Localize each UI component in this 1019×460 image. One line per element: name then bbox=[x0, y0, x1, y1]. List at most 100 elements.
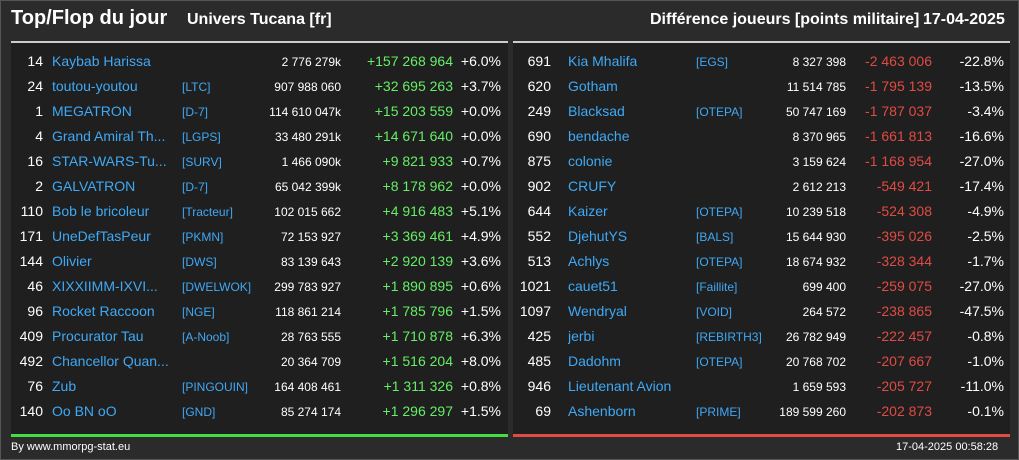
player-rank: 171 bbox=[19, 228, 43, 244]
alliance-tag-link[interactable]: [REBIRTH3] bbox=[696, 330, 762, 344]
player-name-link[interactable]: Wendryal bbox=[568, 303, 627, 319]
points-difference: +1 785 796 bbox=[382, 303, 453, 319]
player-name-link[interactable]: toutou-youtou bbox=[52, 78, 138, 94]
player-points: 189 599 260 bbox=[779, 405, 846, 419]
top-row: 76 Zub [PINGOUIN] 164 408 461 +1 311 326 +0.8… bbox=[11, 374, 508, 399]
player-name-link[interactable]: MEGATRON bbox=[52, 103, 132, 119]
player-name-link[interactable]: UneDefTasPeur bbox=[52, 228, 151, 244]
top-row: 2 GALVATRON [D-7] 65 042 399k +8 178 962 +0.0… bbox=[11, 174, 508, 199]
points-difference: +9 821 933 bbox=[382, 153, 453, 169]
flop-row: 644 Kaizer [OTEPA] 10 239 518 -524 308 -4.9% bbox=[513, 199, 1010, 224]
percent-change: +0.0% bbox=[460, 178, 501, 194]
player-name-link[interactable]: XIXXIIMM-IXVI... bbox=[52, 278, 158, 294]
alliance-tag-link[interactable]: [D-7] bbox=[182, 105, 209, 119]
player-points: 11 514 785 bbox=[786, 80, 846, 94]
alliance-tag-link[interactable]: [OTEPA] bbox=[696, 205, 743, 219]
player-rank: 144 bbox=[19, 253, 43, 269]
player-points: 114 610 047k bbox=[269, 105, 341, 119]
alliance-tag-link[interactable]: [Faillite] bbox=[696, 280, 738, 294]
flop-row: 902 CRUFY 2 612 213 -549 421 -17.4% bbox=[513, 174, 1010, 199]
flop-row: 425 jerbi [REBIRTH3] 26 782 949 -222 457 -0.8… bbox=[513, 324, 1010, 349]
alliance-tag-link[interactable]: [DWS] bbox=[182, 255, 217, 269]
player-name-link[interactable]: jerbi bbox=[568, 328, 595, 344]
player-name-link[interactable]: Oo BN oO bbox=[52, 403, 117, 419]
alliance-tag-link[interactable]: [OTEPA] bbox=[696, 105, 743, 119]
stat-description: Différence joueurs [points militaire] bbox=[650, 11, 920, 28]
player-name-link[interactable]: Procurator Tau bbox=[52, 328, 144, 344]
flop-row: 552 DjehutYS [BALS] 15 644 930 -395 026 -2.5% bbox=[513, 224, 1010, 249]
alliance-tag-link[interactable]: [VOID] bbox=[696, 305, 733, 319]
player-name-link[interactable]: Blacksad bbox=[568, 103, 625, 119]
alliance-tag-link[interactable]: [LTC] bbox=[182, 80, 211, 94]
player-name-link[interactable]: Lieutenant Avion bbox=[568, 378, 672, 394]
player-name-link[interactable]: bendache bbox=[568, 128, 630, 144]
player-name-link[interactable]: Chancellor Quan... bbox=[52, 353, 169, 369]
player-rank: 690 bbox=[527, 128, 551, 144]
player-points: 118 861 214 bbox=[275, 305, 341, 319]
player-name-link[interactable]: Kia Mhalifa bbox=[568, 53, 638, 69]
percent-change: +6.3% bbox=[460, 328, 501, 344]
player-name-link[interactable]: Achlys bbox=[568, 253, 610, 269]
top-row: 14 Kaybab Harissa 2 776 279k +157 268 964 +6… bbox=[11, 49, 508, 74]
player-points: 102 015 662 bbox=[274, 205, 341, 219]
player-rank: 140 bbox=[19, 403, 43, 419]
player-rank: 4 bbox=[35, 128, 43, 144]
flop-row: 1021 cauet51 [Faillite] 699 400 -259 075 -27.… bbox=[513, 274, 1010, 299]
alliance-tag-link[interactable]: [GND] bbox=[182, 405, 216, 419]
player-name-link[interactable]: Bob le bricoleur bbox=[52, 203, 150, 219]
player-name-link[interactable]: Olivier bbox=[52, 253, 92, 269]
percent-change: -0.1% bbox=[967, 403, 1004, 419]
alliance-tag-link[interactable]: [EGS] bbox=[696, 55, 729, 69]
points-difference: +32 695 263 bbox=[374, 78, 453, 94]
alliance-tag-link[interactable]: [SURV] bbox=[182, 155, 222, 169]
percent-change: -16.6% bbox=[959, 128, 1004, 144]
alliance-tag-link[interactable]: [LGPS] bbox=[182, 130, 221, 144]
player-name-link[interactable]: GALVATRON bbox=[52, 178, 136, 194]
player-rank: 946 bbox=[527, 378, 551, 394]
alliance-tag-link[interactable]: [DWELWOK] bbox=[182, 280, 252, 294]
player-points: 10 239 518 bbox=[785, 205, 846, 219]
alliance-tag-link[interactable]: [D-7] bbox=[182, 180, 209, 194]
player-name-link[interactable]: STAR-WARS-Tu... bbox=[52, 153, 167, 169]
player-points: 264 572 bbox=[802, 305, 846, 319]
player-name-link[interactable]: CRUFY bbox=[568, 178, 617, 194]
player-name-link[interactable]: Kaizer bbox=[568, 203, 608, 219]
alliance-tag-link[interactable]: [OTEPA] bbox=[696, 355, 743, 369]
player-rank: 110 bbox=[20, 203, 43, 219]
flop-panel: 691 Kia Mhalifa [EGS] 8 327 398 -2 463 006 -2… bbox=[513, 41, 1010, 437]
flop-row: 946 Lieutenant Avion 1 659 593 -205 727 -11.… bbox=[513, 374, 1010, 399]
player-name-link[interactable]: Grand Amiral Th... bbox=[52, 128, 166, 144]
player-points: 20 768 702 bbox=[785, 355, 846, 369]
player-name-link[interactable]: Dadohm bbox=[568, 353, 621, 369]
alliance-tag-link[interactable]: [PINGOUIN] bbox=[182, 380, 249, 394]
alliance-tag-link[interactable]: [PKMN] bbox=[182, 230, 224, 244]
player-name-link[interactable]: DjehutYS bbox=[568, 228, 628, 244]
player-points: 907 988 060 bbox=[274, 80, 341, 94]
player-name-link[interactable]: Gotham bbox=[568, 78, 618, 94]
top-row: 171 UneDefTasPeur [PKMN] 72 153 927 +3 369 4… bbox=[11, 224, 508, 249]
percent-change: -27.0% bbox=[959, 278, 1004, 294]
alliance-tag-link[interactable]: [A-Noob] bbox=[182, 330, 230, 344]
points-difference: +2 920 139 bbox=[382, 253, 453, 269]
player-name-link[interactable]: cauet51 bbox=[568, 278, 618, 294]
player-name-link[interactable]: Kaybab Harissa bbox=[52, 53, 151, 69]
alliance-tag-link[interactable]: [NGE] bbox=[182, 305, 215, 319]
percent-change: +0.0% bbox=[460, 128, 501, 144]
player-name-link[interactable]: colonie bbox=[568, 153, 613, 169]
alliance-tag-link[interactable]: [Tracteur] bbox=[182, 205, 233, 219]
alliance-tag-link[interactable]: [OTEPA] bbox=[696, 255, 743, 269]
alliance-tag-link[interactable]: [BALS] bbox=[696, 230, 734, 244]
top-row: 409 Procurator Tau [A-Noob] 28 763 555 +1 71… bbox=[11, 324, 508, 349]
alliance-tag-link[interactable]: [PRIME] bbox=[696, 405, 741, 419]
player-rank: 492 bbox=[19, 353, 43, 369]
player-rank: 46 bbox=[27, 278, 43, 294]
player-points: 33 480 291k bbox=[274, 130, 341, 144]
points-difference: +15 203 559 bbox=[374, 103, 453, 119]
player-rank: 425 bbox=[527, 328, 551, 344]
points-difference: +157 268 964 bbox=[366, 53, 453, 69]
points-difference: +3 369 461 bbox=[382, 228, 453, 244]
player-name-link[interactable]: Rocket Raccoon bbox=[52, 303, 155, 319]
points-difference: +8 178 962 bbox=[382, 178, 453, 194]
player-name-link[interactable]: Ashenborn bbox=[568, 403, 636, 419]
player-name-link[interactable]: Zub bbox=[52, 378, 77, 394]
